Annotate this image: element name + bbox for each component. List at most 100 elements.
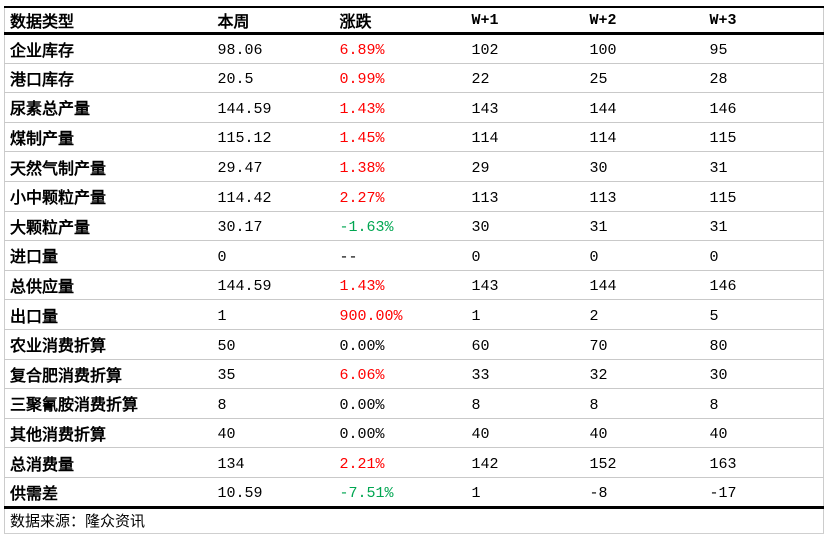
w3-value: 28	[709, 71, 728, 89]
row-label: 小中颗粒产量	[10, 190, 107, 208]
w3-value: 115	[709, 130, 737, 148]
this-week-value: 114.42	[217, 189, 272, 207]
change-value: -1.63%	[339, 219, 394, 237]
this-week-value: 144.59	[217, 278, 272, 296]
urea-data-table: 数据类型 本周 涨跌 W+1 W+2 W+3 企业库存 98.06 6.89% …	[4, 6, 824, 534]
w3-value: 146	[709, 100, 737, 118]
w3-value: 31	[709, 219, 728, 237]
table-row: 煤制产量 115.12 1.45% 114 114 115	[4, 122, 824, 152]
w1-value: 114	[471, 130, 499, 148]
w2-value: 152	[589, 455, 617, 473]
row-label: 企业库存	[10, 42, 75, 60]
this-week-value: 1	[217, 307, 227, 325]
w2-value: 25	[589, 71, 608, 89]
w1-value: 60	[471, 337, 490, 355]
change-value: 2.21%	[339, 455, 385, 473]
w3-value: 8	[709, 396, 719, 414]
this-week-value: 35	[217, 367, 236, 385]
change-value: 900.00%	[339, 307, 403, 325]
col-header-data-type: 数据类型	[10, 14, 75, 31]
change-value: 1.38%	[339, 159, 385, 177]
w3-value: 30	[709, 367, 728, 385]
table-row: 小中颗粒产量 114.42 2.27% 113 113 115	[4, 181, 824, 212]
this-week-value: 29.47	[217, 159, 263, 177]
w3-value: 115	[709, 189, 737, 207]
table-row: 尿素总产量 144.59 1.43% 143 144 146	[4, 93, 824, 123]
w1-value: 40	[471, 426, 490, 444]
table-row: 供需差 10.59 -7.51% 1 -8 -17	[4, 477, 824, 507]
this-week-value: 20.5	[217, 71, 254, 89]
change-value: 0.99%	[339, 71, 385, 89]
w1-value: 143	[471, 278, 499, 296]
w2-value: 113	[589, 189, 617, 207]
col-header-w1: W+1	[471, 11, 499, 29]
this-week-value: 30.17	[217, 219, 263, 237]
this-week-value: 8	[217, 396, 227, 414]
w3-value: 0	[709, 248, 719, 266]
row-label: 港口库存	[10, 71, 75, 89]
this-week-value: 50	[217, 337, 236, 355]
change-value: 0.00%	[339, 337, 385, 355]
w1-value: 102	[471, 41, 499, 59]
table-row: 企业库存 98.06 6.89% 102 100 95	[4, 34, 824, 64]
w3-value: 40	[709, 426, 728, 444]
row-label: 煤制产量	[10, 131, 75, 149]
w2-value: 0	[589, 248, 599, 266]
w1-value: 30	[471, 219, 490, 237]
change-value: 1.43%	[339, 278, 385, 296]
this-week-value: 144.59	[217, 100, 272, 118]
row-label: 进口量	[10, 249, 59, 267]
table-row: 天然气制产量 29.47 1.38% 29 30 31	[4, 152, 824, 182]
w3-value: 95	[709, 41, 728, 59]
w2-value: 31	[589, 219, 608, 237]
row-label: 总供应量	[10, 279, 75, 297]
change-value: 2.27%	[339, 189, 385, 207]
w1-value: 29	[471, 159, 490, 177]
col-header-w3: W+3	[709, 11, 737, 29]
w1-value: 113	[471, 189, 499, 207]
table-row: 总消费量 134 2.21% 142 152 163	[4, 448, 824, 478]
w3-value: 31	[709, 159, 728, 177]
table-body: 企业库存 98.06 6.89% 102 100 95 港口库存 20.5 0.…	[4, 34, 824, 507]
row-label: 农业消费折算	[10, 338, 107, 356]
table-row: 出口量 1 900.00% 1 2 5	[4, 300, 824, 330]
data-table-container: 数据类型 本周 涨跌 W+1 W+2 W+3 企业库存 98.06 6.89% …	[4, 6, 824, 534]
w1-value: 8	[471, 396, 481, 414]
table-row: 进口量 0 -- 0 0 0	[4, 241, 824, 271]
w1-value: 22	[471, 71, 490, 89]
w1-value: 143	[471, 100, 499, 118]
w3-value: 5	[709, 307, 719, 325]
row-label: 出口量	[10, 308, 59, 326]
col-header-w2: W+2	[589, 11, 617, 29]
w1-value: 1	[471, 484, 481, 502]
row-label: 天然气制产量	[10, 160, 107, 178]
row-label: 大颗粒产量	[10, 219, 91, 237]
w1-value: 1	[471, 307, 481, 325]
table-row: 其他消费折算 40 0.00% 40 40 40	[4, 418, 824, 448]
this-week-value: 40	[217, 426, 236, 444]
w2-value: 100	[589, 41, 617, 59]
w2-value: -8	[589, 484, 608, 502]
change-value: --	[339, 248, 358, 266]
table-row: 复合肥消费折算 35 6.06% 33 32 30	[4, 359, 824, 389]
w1-value: 142	[471, 455, 499, 473]
table-row: 港口库存 20.5 0.99% 22 25 28	[4, 63, 824, 93]
data-source-note: 数据来源：隆众资讯	[10, 513, 146, 530]
change-value: -7.51%	[339, 484, 394, 502]
change-value: 1.43%	[339, 100, 385, 118]
w1-value: 0	[471, 248, 481, 266]
w3-value: 146	[709, 278, 737, 296]
col-header-change: 涨跌	[339, 14, 372, 31]
row-label: 总消费量	[10, 456, 75, 474]
table-row: 农业消费折算 50 0.00% 60 70 80	[4, 329, 824, 360]
table-footer: 数据来源：隆众资讯	[5, 507, 824, 533]
this-week-value: 10.59	[217, 484, 263, 502]
change-value: 6.89%	[339, 41, 385, 59]
footer-row: 数据来源：隆众资讯	[5, 507, 824, 533]
table-header: 数据类型 本周 涨跌 W+1 W+2 W+3	[4, 7, 824, 34]
row-label: 其他消费折算	[10, 427, 107, 445]
w2-value: 40	[589, 426, 608, 444]
this-week-value: 134	[217, 455, 245, 473]
row-label: 三聚氰胺消费折算	[10, 397, 139, 415]
change-value: 1.45%	[339, 130, 385, 148]
